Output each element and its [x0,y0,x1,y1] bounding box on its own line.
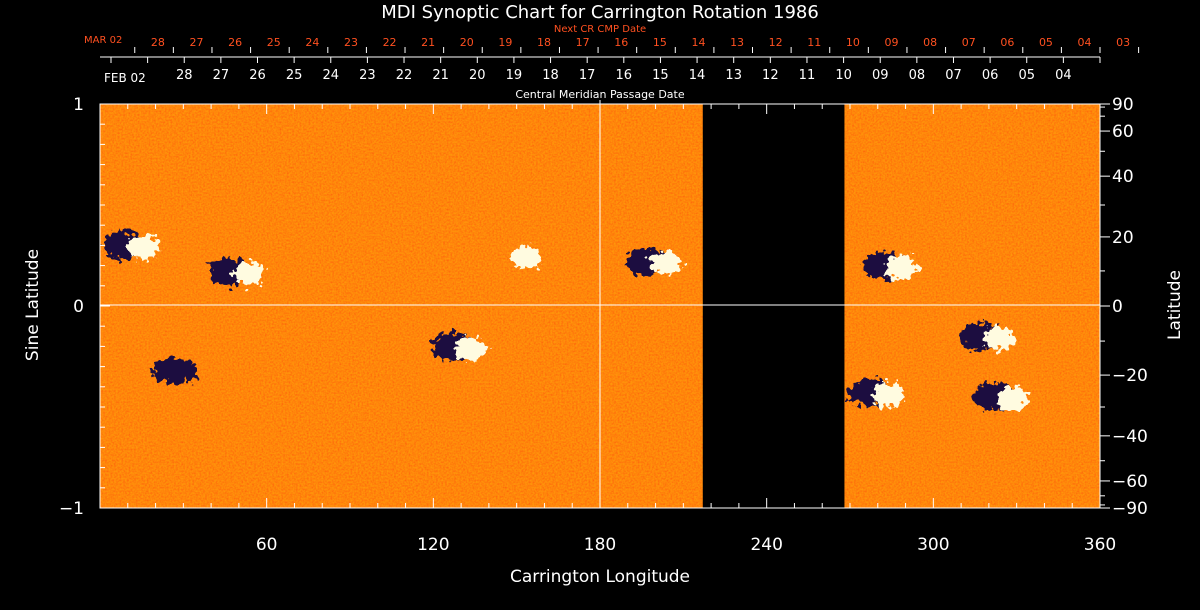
cmp-date-label: 04 [1055,68,1072,83]
next-cr-date-label: 16 [614,36,628,49]
active-regions [103,231,1029,411]
positive-flux-region [982,326,1015,351]
data-gap [702,104,845,508]
y-axis-right: 90 60 40 20 0 −20 −40 −60 −90 [1100,95,1148,519]
x-axis-label: Carrington Longitude [510,567,690,587]
cmp-start-label: FEB 02 [104,71,146,85]
positive-flux-region [885,255,918,280]
next-cr-date-label: 06 [1000,36,1014,49]
cmp-date-label: 20 [469,68,486,83]
cmp-axis-title: Central Meridian Passage Date [515,88,684,101]
next-cr-date-axis: 28 27 26 25 24 23 22 21 20 19 18 17 16 15 14 13 12 11 10 09… [134,36,1140,53]
next-cr-date-label: 13 [730,36,744,49]
cmp-date-label: 11 [799,68,816,83]
cmp-date-label: 17 [579,68,596,83]
next-cr-date-label: 18 [537,36,551,49]
next-cr-date-label: 04 [1078,36,1092,49]
next-cr-date-label: 27 [190,36,204,49]
next-cr-date-label: 14 [691,36,705,49]
cmp-date-label: 28 [176,68,193,83]
next-cr-date-label: 03 [1116,36,1130,49]
next-cr-date-label: 23 [344,36,358,49]
y-tick-label-right: 0 [1112,297,1123,317]
y-tick-label-right: 90 [1112,95,1134,115]
y-axis-left-label: Sine Latitude [23,249,43,361]
positive-flux-region [996,386,1029,411]
y-tick-label-right: −40 [1112,427,1148,447]
y-tick-label-right: −60 [1112,472,1148,492]
cmp-date-label: 26 [249,68,266,83]
next-cr-start-label: MAR 02 [84,35,122,46]
x-tick-label: 360 [1084,535,1116,555]
cmp-date-axis: 28 27 26 25 24 23 22 21 20 19 18 17 16 15 14 13 12 11 10 09… [100,56,1101,83]
positive-flux-region [232,261,265,286]
next-cr-date-label: 28 [151,36,165,49]
positive-flux-region [649,251,682,276]
x-tick-label: 120 [417,535,449,555]
next-cr-date-label: 26 [228,36,242,49]
x-tick-label: 240 [750,535,782,555]
cmp-date-label: 08 [909,68,926,83]
y-tick-label-right: 60 [1112,122,1134,142]
cmp-date-label: 15 [652,68,669,83]
cmp-date-label: 23 [359,68,376,83]
cmp-date-label: 25 [286,68,303,83]
next-cr-date-label: 17 [576,36,590,49]
y-tick-label-left: 1 [73,95,84,115]
y-tick-label-right: 40 [1112,167,1134,187]
cmp-date-label: 22 [396,68,413,83]
x-tick-label: 180 [584,535,616,555]
y-tick-label-right: −90 [1112,499,1148,519]
next-cr-date-label: 20 [460,36,474,49]
positive-flux-region [871,382,904,407]
y-tick-label-right: 20 [1112,228,1134,248]
positive-flux-region [510,245,543,270]
next-cr-date-label: 12 [769,36,783,49]
next-cr-date-label: 22 [383,36,397,49]
y-axis-left: 1 0 −1 [59,95,110,519]
cmp-date-label: 12 [762,68,779,83]
y-tick-label-left: 0 [73,297,84,317]
x-tick-label: 60 [256,535,278,555]
next-cr-date-label: 09 [885,36,899,49]
positive-flux-region [455,336,488,361]
x-tick-label: 300 [917,535,949,555]
next-cr-date-label: 21 [421,36,435,49]
next-cr-axis-title: Next CR CMP Date [554,24,646,35]
next-cr-date-label: 11 [807,36,821,49]
cmp-date-label: 16 [616,68,633,83]
chart-title: MDI Synoptic Chart for Carrington Rotati… [381,2,819,23]
next-cr-date-label: 08 [923,36,937,49]
next-cr-date-label: 25 [267,36,281,49]
x-axis: 60 120 180 240 300 360 [99,104,1116,555]
cmp-date-label: 07 [945,68,962,83]
next-cr-date-label: 24 [305,36,319,49]
next-cr-date-label: 05 [1039,36,1053,49]
cmp-date-label: 10 [835,68,852,83]
cmp-date-label: 14 [689,68,706,83]
positive-flux-region [127,235,160,260]
cmp-date-label: 05 [1018,68,1035,83]
next-cr-date-label: 19 [498,36,512,49]
cmp-date-label: 24 [322,68,339,83]
cmp-date-label: 09 [872,68,889,83]
cmp-date-label: 27 [213,68,230,83]
cmp-date-label: 13 [725,68,742,83]
cmp-date-label: 18 [542,68,559,83]
cmp-date-label: 06 [982,68,999,83]
next-cr-date-label: 15 [653,36,667,49]
y-axis-right-label: Latitude [1165,270,1185,340]
negative-flux-region [153,356,198,385]
next-cr-date-label: 07 [962,36,976,49]
y-tick-label-right: −20 [1112,366,1148,386]
y-tick-label-left: −1 [59,499,84,519]
cmp-date-label: 21 [432,68,449,83]
next-cr-date-label: 10 [846,36,860,49]
cmp-date-label: 19 [506,68,523,83]
